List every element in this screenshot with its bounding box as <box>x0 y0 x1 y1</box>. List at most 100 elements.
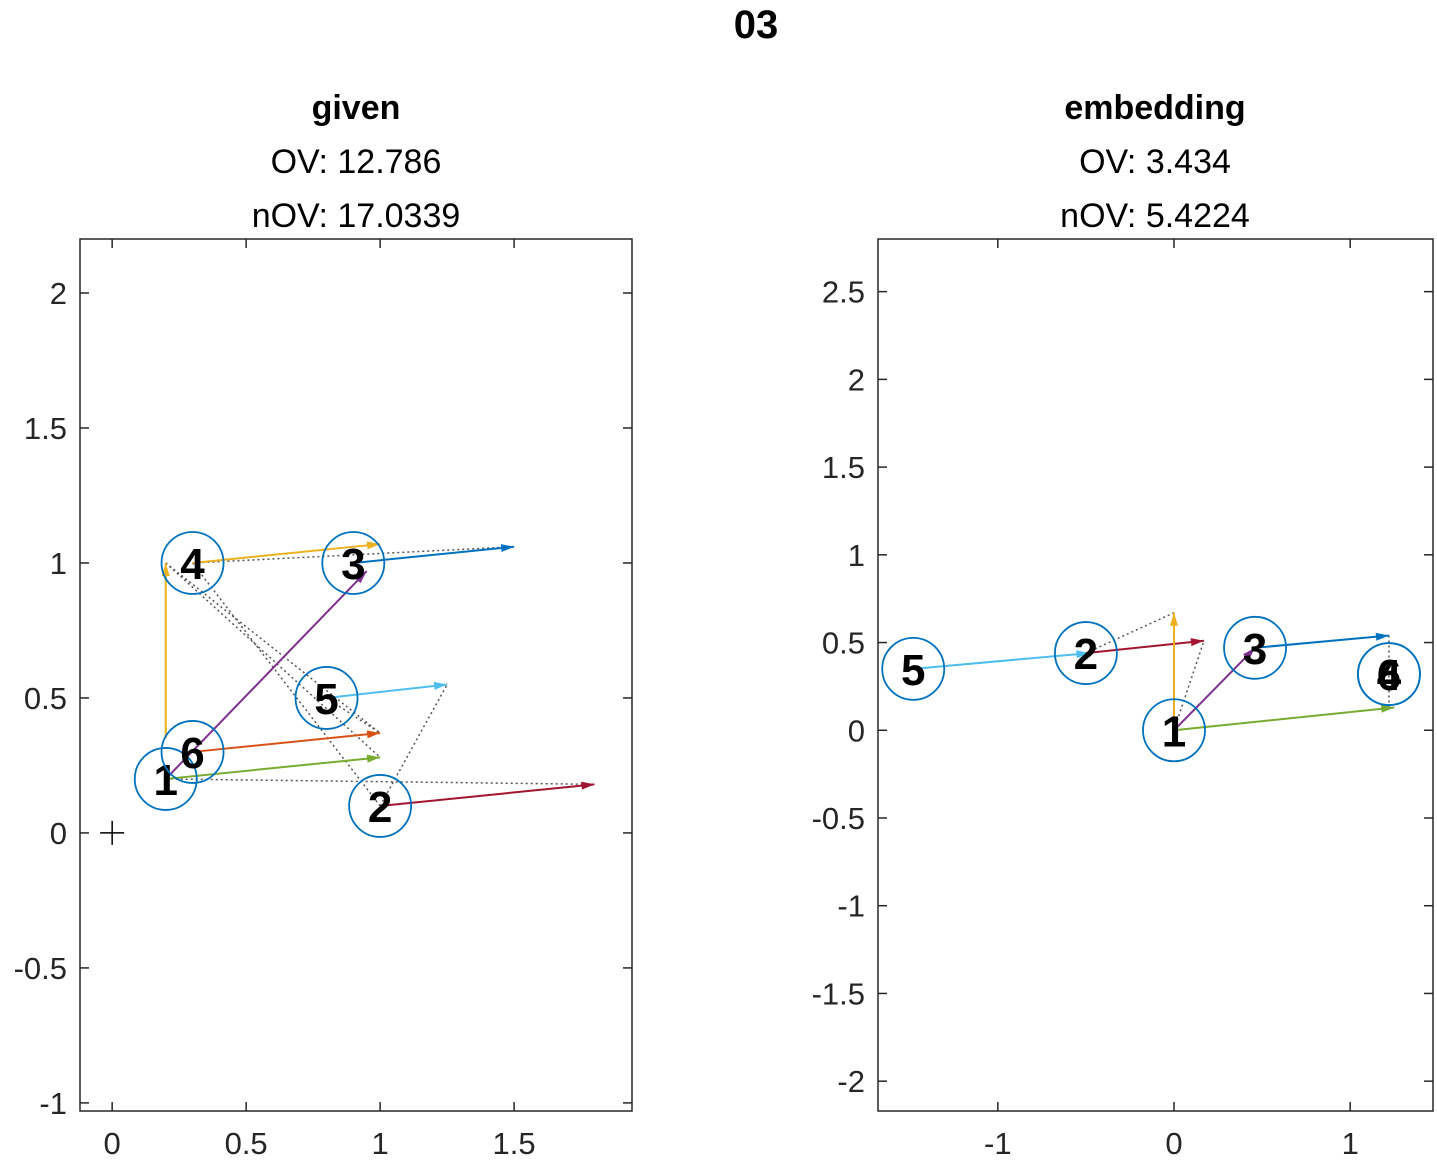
arrow-shaft <box>165 570 368 780</box>
arrow-head <box>1190 638 1204 647</box>
y-tick-label: -1 <box>837 889 865 924</box>
arrow-shaft <box>913 652 1090 670</box>
arrow-head <box>366 541 381 550</box>
origin-marker <box>100 820 125 845</box>
y-tick-label: -0.5 <box>812 801 865 836</box>
subtitle-label: OV: <box>1079 143 1136 181</box>
arrow-shaft <box>1173 706 1395 732</box>
arrow-head <box>366 730 381 739</box>
axes-box <box>79 238 633 1112</box>
arrow <box>1085 638 1205 655</box>
subtitle-value: 5.4224 <box>1146 197 1250 235</box>
dotted-link <box>192 546 515 564</box>
dotted-link <box>191 562 381 807</box>
arrow <box>380 781 595 807</box>
node-label: 3 <box>341 540 365 589</box>
y-tick-label: 0 <box>848 713 865 748</box>
y-tick-label: 2.5 <box>822 275 865 310</box>
arrow-head <box>1076 650 1090 659</box>
y-tick-label: -0.5 <box>14 951 67 986</box>
arrow <box>165 754 381 780</box>
subtitle-label: nOV: <box>1060 197 1136 235</box>
arrow-head <box>1170 612 1178 626</box>
arrow-shaft <box>326 683 448 699</box>
arrow-head <box>354 571 367 584</box>
node-circle <box>1223 615 1287 680</box>
plot-area: 1 2 3 4 5 6 <box>881 612 1421 763</box>
arrow-head <box>433 681 448 690</box>
arrow-shaft <box>165 756 381 780</box>
arrow <box>913 650 1090 670</box>
arrow <box>1173 704 1395 732</box>
dotted-link <box>165 562 381 734</box>
arrow-head <box>500 544 515 553</box>
y-tick-label: -1 <box>39 1086 67 1121</box>
panel-embedding: embedding OV: 3.434 nOV: 5.4224 -1 0 1 -2 -1.5 -… <box>812 89 1434 1161</box>
subtitle-label: nOV: <box>252 197 328 235</box>
node-circle <box>1054 621 1118 685</box>
arrow <box>326 681 448 699</box>
arrow <box>165 570 368 780</box>
dotted-link <box>165 778 595 786</box>
arrow-head <box>581 781 595 790</box>
node-circle <box>1357 642 1421 707</box>
node-circle <box>160 720 225 784</box>
y-tick-label: 0.5 <box>822 626 865 661</box>
node-label: 4 <box>180 540 205 589</box>
plot-area: 1 2 3 4 5 6 <box>100 531 595 845</box>
dotted-link <box>165 562 381 758</box>
subtitle-value: 12.786 <box>337 143 441 181</box>
subtitle-value: 17.0339 <box>337 197 460 235</box>
arrow <box>353 544 515 564</box>
panel-subtitle-nov: nOV: 5.4224 <box>1060 197 1250 235</box>
node-label: 5 <box>901 646 925 695</box>
node-circle <box>881 636 946 701</box>
panel-title-embedding: embedding <box>1064 89 1245 127</box>
node-label: 3 <box>1243 625 1267 674</box>
x-tick-label: 0 <box>1165 1126 1182 1161</box>
arrow <box>1254 632 1390 649</box>
arrow-shaft <box>1173 647 1256 731</box>
x-tick-label: 1 <box>371 1126 388 1161</box>
y-tick-label: 1 <box>50 546 67 581</box>
dotted-link <box>379 684 448 807</box>
y-tick-label: 1.5 <box>822 450 865 485</box>
dotted-link <box>1085 612 1175 654</box>
node-circle <box>321 531 386 595</box>
subtitle-value: 3.434 <box>1146 143 1231 181</box>
y-tick-label: 1 <box>848 538 865 573</box>
y-tick-label: 1.5 <box>24 411 67 446</box>
arrow-shaft <box>1085 639 1205 655</box>
node-label: 2 <box>368 783 392 832</box>
node-label: 4 <box>1377 651 1402 700</box>
dotted-link <box>326 697 381 734</box>
axes-box <box>877 238 1434 1112</box>
arrow-head <box>1375 632 1389 641</box>
arrow-shaft <box>192 732 381 753</box>
figure-title: 03 <box>734 3 779 47</box>
node-label: 6 <box>180 729 204 778</box>
node-label: 5 <box>314 675 338 724</box>
dotted-link <box>1173 640 1205 731</box>
node-label: 2 <box>1074 630 1098 679</box>
node-circle <box>294 666 359 730</box>
y-tick-label: 0.5 <box>24 681 67 716</box>
node-circle <box>348 774 413 838</box>
node-label: 1 <box>1162 707 1186 756</box>
y-tick-label: -2 <box>837 1064 865 1099</box>
arrow-shaft <box>1254 634 1390 649</box>
y-tick-label: -1.5 <box>812 976 865 1011</box>
arrow-head <box>1243 647 1256 660</box>
x-tick-label: 1 <box>1342 1126 1359 1161</box>
y-tick-label: 0 <box>50 816 67 851</box>
arrow <box>1170 612 1178 731</box>
node-circle <box>1142 698 1206 763</box>
x-tick-label: 0.5 <box>225 1126 268 1161</box>
panel-subtitle-nov: nOV: 17.0339 <box>252 197 461 235</box>
arrow-shaft <box>353 545 515 564</box>
y-tick-label: 2 <box>50 276 67 311</box>
panel-subtitle-ov: OV: 12.786 <box>271 143 442 181</box>
arrow-shaft <box>380 783 595 807</box>
